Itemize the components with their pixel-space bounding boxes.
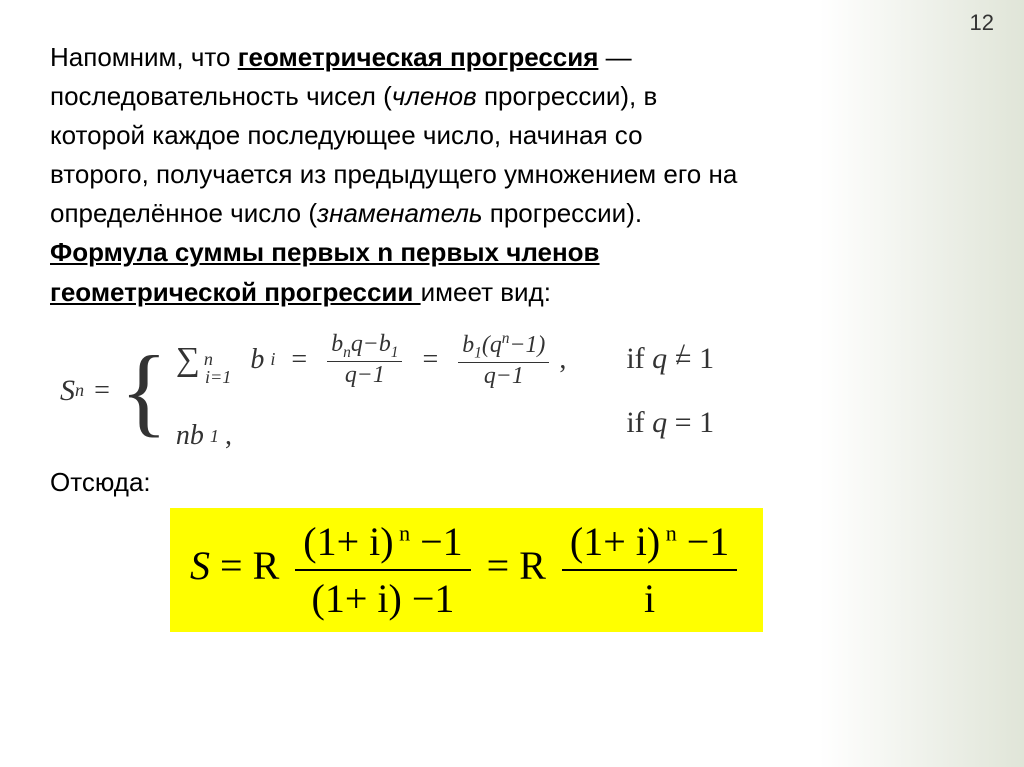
case-2: nb 1, xyxy=(176,420,566,452)
t: q−b xyxy=(351,331,391,357)
condition-2: if q = 1 xyxy=(626,406,714,440)
left-brace: { xyxy=(120,341,168,441)
t: n xyxy=(394,521,411,546)
text-a: последовательность чисел ( xyxy=(50,81,392,111)
symbol-S: S xyxy=(60,374,75,408)
if-text: if xyxy=(626,342,652,375)
t: b xyxy=(462,332,474,358)
paragraph-line-1: Напомним, что геометрическая прогрессия … xyxy=(50,40,974,75)
t: 1 xyxy=(391,343,399,360)
symbol-R-2: R xyxy=(519,544,546,589)
main-content: Напомним, что геометрическая прогрессия … xyxy=(0,0,1024,632)
heading-text-b: геометрической прогрессии xyxy=(50,277,421,307)
condition-1: if q = 1 xyxy=(626,342,714,376)
text-b: прогрессии), в xyxy=(477,81,658,111)
equals-sign: = xyxy=(94,375,110,407)
highlighted-formula-annuity: S = R (1+ i) n −1 (1+ i) −1 = R (1+ i) n… xyxy=(170,508,763,632)
paragraph-line-5: определённое число (знаменатель прогресс… xyxy=(50,196,974,231)
text-b: прогрессии). xyxy=(483,198,643,228)
cases-block: ∑ni=1 bi = bnq−b1 q−1 = b1(qn−1) q−1 , n… xyxy=(176,330,566,453)
big-fraction-2: (1+ i) n −1 i xyxy=(562,518,737,622)
paragraph-line-4: второго, получается из предыдущего умнож… xyxy=(50,157,974,192)
heading-line-1: Формула суммы первых n первых членов xyxy=(50,235,974,270)
sigma-icon: ∑ xyxy=(176,341,200,379)
page-number: 12 xyxy=(970,10,994,36)
not-equals-icon: = xyxy=(675,342,692,376)
comma: , xyxy=(559,344,566,376)
t: 1 xyxy=(474,344,482,361)
frac2-denominator: q−1 xyxy=(480,363,528,390)
big-fraction-1: (1+ i) n −1 (1+ i) −1 xyxy=(295,518,470,622)
frac2-numerator: b1(qn−1) xyxy=(458,330,549,364)
text-a: определённое число ( xyxy=(50,198,317,228)
equals-sign-3: = xyxy=(422,344,438,376)
t: b xyxy=(331,331,343,357)
equals-big: = xyxy=(210,544,253,589)
heading-text-a: Формула суммы первых n первых членов xyxy=(50,237,600,267)
text-dash: — xyxy=(598,42,631,72)
term-ratio: знаменатель xyxy=(317,198,483,228)
term-geometric-progression: геометрическая прогрессия xyxy=(238,42,599,72)
big-frac2-num: (1+ i) n −1 xyxy=(562,518,737,571)
big-frac1-den: (1+ i) −1 xyxy=(304,571,463,622)
fraction-1: bnq−b1 q−1 xyxy=(327,331,402,390)
t: n xyxy=(660,521,677,546)
symbol-q-2: q xyxy=(652,406,667,439)
big-frac1-num: (1+ i) n −1 xyxy=(295,518,470,571)
heading-text-c: имеет вид: xyxy=(421,277,551,307)
hence-label: Отсюда: xyxy=(50,467,974,498)
t: (q xyxy=(482,332,502,358)
t: (1+ i) xyxy=(303,519,393,564)
case-1: ∑ni=1 bi = bnq−b1 q−1 = b1(qn−1) q−1 , xyxy=(176,330,566,391)
one: 1 xyxy=(692,342,715,375)
t: n xyxy=(343,343,351,360)
t: −1 xyxy=(677,519,730,564)
t: −1 xyxy=(410,519,463,564)
symbol-R: R xyxy=(253,544,280,589)
conditions-block: if q = 1 if q = 1 xyxy=(626,342,714,440)
if-text-2: if xyxy=(626,406,652,439)
text-prefix: Напомним, что xyxy=(50,42,238,72)
frac1-numerator: bnq−b1 xyxy=(327,331,402,363)
case2-sub1: 1 xyxy=(210,426,219,447)
symbol-q: q xyxy=(652,342,667,375)
fraction-2: b1(qn−1) q−1 xyxy=(458,330,549,391)
case2-nb: nb xyxy=(176,420,204,452)
symbol-i-sub: i xyxy=(270,349,275,370)
paragraph-line-2: последовательность чисел (членов прогрес… xyxy=(50,79,974,114)
term-members: членов xyxy=(392,81,477,111)
frac1-denominator: q−1 xyxy=(341,362,389,389)
heading-line-2: геометрической прогрессии имеет вид: xyxy=(50,275,974,310)
equals-sign-2: = xyxy=(291,344,307,376)
paragraph-line-3: которой каждое последующее число, начина… xyxy=(50,118,974,153)
t: −1) xyxy=(509,332,545,358)
big-frac2-den: i xyxy=(636,571,663,622)
t: (1+ i) xyxy=(570,519,660,564)
equals-one: = 1 xyxy=(667,406,714,439)
symbol-n-sub: n xyxy=(75,380,84,401)
equals-big-2: = xyxy=(487,544,520,589)
case2-comma: , xyxy=(225,420,232,452)
sum-lower: i=1 xyxy=(205,367,231,388)
formula-sum-geometric: Sn = { ∑ni=1 bi = bnq−b1 q−1 = b1(qn−1) … xyxy=(50,330,974,453)
symbol-S-big: S xyxy=(190,544,210,589)
symbol-b: b xyxy=(250,344,264,376)
